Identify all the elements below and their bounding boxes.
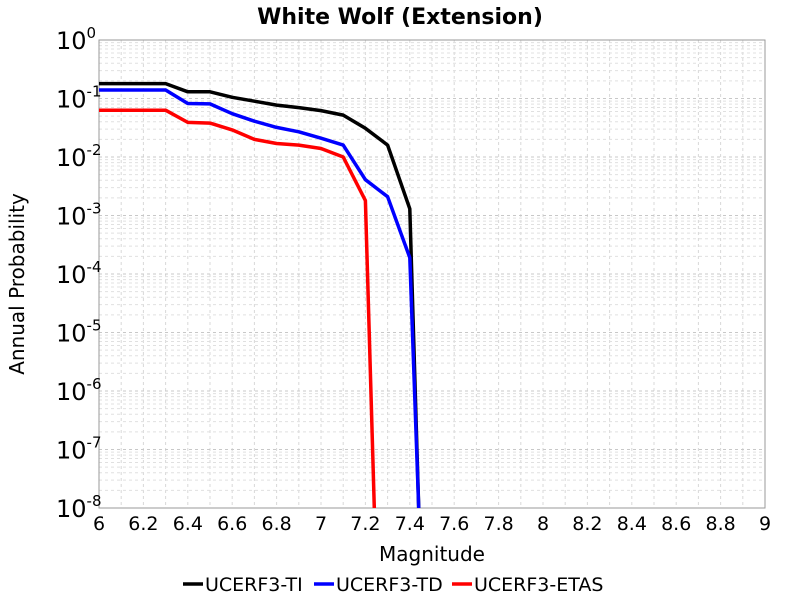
legend-label: UCERF3-TI: [205, 574, 303, 596]
y-tick-label: 100: [56, 24, 96, 55]
legend-label: UCERF3-TD: [336, 574, 443, 596]
x-tick-label: 6.8: [261, 513, 291, 535]
y-axis-label: Annual Probability: [5, 193, 29, 375]
x-tick-label: 7.2: [350, 513, 380, 535]
y-tick-label: 10-2: [56, 141, 102, 172]
chart-title: White Wolf (Extension): [257, 5, 543, 30]
x-tick-label: 8.4: [617, 513, 647, 535]
x-tick-label: 8.8: [705, 513, 735, 535]
x-axis-label: Magnitude: [379, 542, 485, 566]
x-tick-label: 7.6: [439, 513, 469, 535]
y-tick-label: 10-3: [56, 200, 102, 231]
series-line-ucerf3-ti: [99, 81, 421, 509]
y-tick-label: 10-1: [56, 83, 102, 114]
y-tick-label: 10-7: [56, 434, 102, 465]
x-tick-label: 6.4: [173, 513, 203, 535]
legend: UCERF3-TI UCERF3-TD UCERF3-ETAS: [183, 574, 603, 596]
legend-label: UCERF3-ETAS: [474, 574, 603, 596]
x-tick-label: 8.6: [661, 513, 691, 535]
y-tick-label: 10-8: [56, 492, 102, 523]
x-tick-label: 9: [759, 513, 771, 535]
plot-border: [98, 39, 766, 509]
series-line-ucerf3-etas: [99, 108, 377, 509]
y-tick-label: 10-6: [56, 375, 102, 406]
x-tick-label: 6.6: [217, 513, 247, 535]
x-tick-label: 7: [315, 513, 327, 535]
x-tick-label: 8: [537, 513, 549, 535]
x-tick-label: 7.8: [483, 513, 513, 535]
x-tick-label: 6.2: [128, 513, 158, 535]
plot-area: 6 6.2 6.4 6.6 6.8 7 7.2 7.4 7.6 7.8 8 8.2 8.4 8.6 8.8 9…: [56, 24, 771, 535]
x-tick-label: 6: [93, 513, 105, 535]
y-tick-label: 10-5: [56, 317, 102, 348]
series-line-ucerf3-td: [99, 88, 421, 509]
x-tick-label: 8.2: [572, 513, 602, 535]
y-tick-label: 10-4: [56, 258, 102, 289]
x-tick-label: 7.4: [395, 513, 425, 535]
